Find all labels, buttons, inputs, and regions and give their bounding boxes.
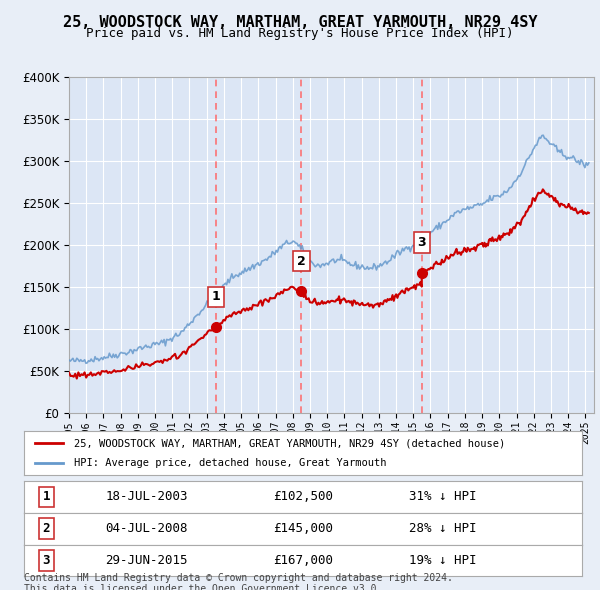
- Text: 18-JUL-2003: 18-JUL-2003: [106, 490, 188, 503]
- Text: 3: 3: [418, 236, 426, 249]
- Text: 2: 2: [43, 522, 50, 535]
- Text: This data is licensed under the Open Government Licence v3.0.: This data is licensed under the Open Gov…: [24, 584, 382, 590]
- Text: 19% ↓ HPI: 19% ↓ HPI: [409, 554, 476, 567]
- Text: 25, WOODSTOCK WAY, MARTHAM, GREAT YARMOUTH, NR29 4SY (detached house): 25, WOODSTOCK WAY, MARTHAM, GREAT YARMOU…: [74, 438, 505, 448]
- Text: 1: 1: [43, 490, 50, 503]
- Text: 25, WOODSTOCK WAY, MARTHAM, GREAT YARMOUTH, NR29 4SY: 25, WOODSTOCK WAY, MARTHAM, GREAT YARMOU…: [63, 15, 537, 30]
- Text: 1: 1: [212, 290, 220, 303]
- Text: 3: 3: [43, 554, 50, 567]
- Text: £102,500: £102,500: [273, 490, 333, 503]
- Text: 2: 2: [297, 254, 306, 267]
- Text: Price paid vs. HM Land Registry's House Price Index (HPI): Price paid vs. HM Land Registry's House …: [86, 27, 514, 40]
- Text: £145,000: £145,000: [273, 522, 333, 535]
- Text: 31% ↓ HPI: 31% ↓ HPI: [409, 490, 476, 503]
- Text: HPI: Average price, detached house, Great Yarmouth: HPI: Average price, detached house, Grea…: [74, 458, 387, 467]
- Text: 04-JUL-2008: 04-JUL-2008: [106, 522, 188, 535]
- Text: Contains HM Land Registry data © Crown copyright and database right 2024.: Contains HM Land Registry data © Crown c…: [24, 573, 453, 584]
- Text: 28% ↓ HPI: 28% ↓ HPI: [409, 522, 476, 535]
- Text: 29-JUN-2015: 29-JUN-2015: [106, 554, 188, 567]
- Text: £167,000: £167,000: [273, 554, 333, 567]
